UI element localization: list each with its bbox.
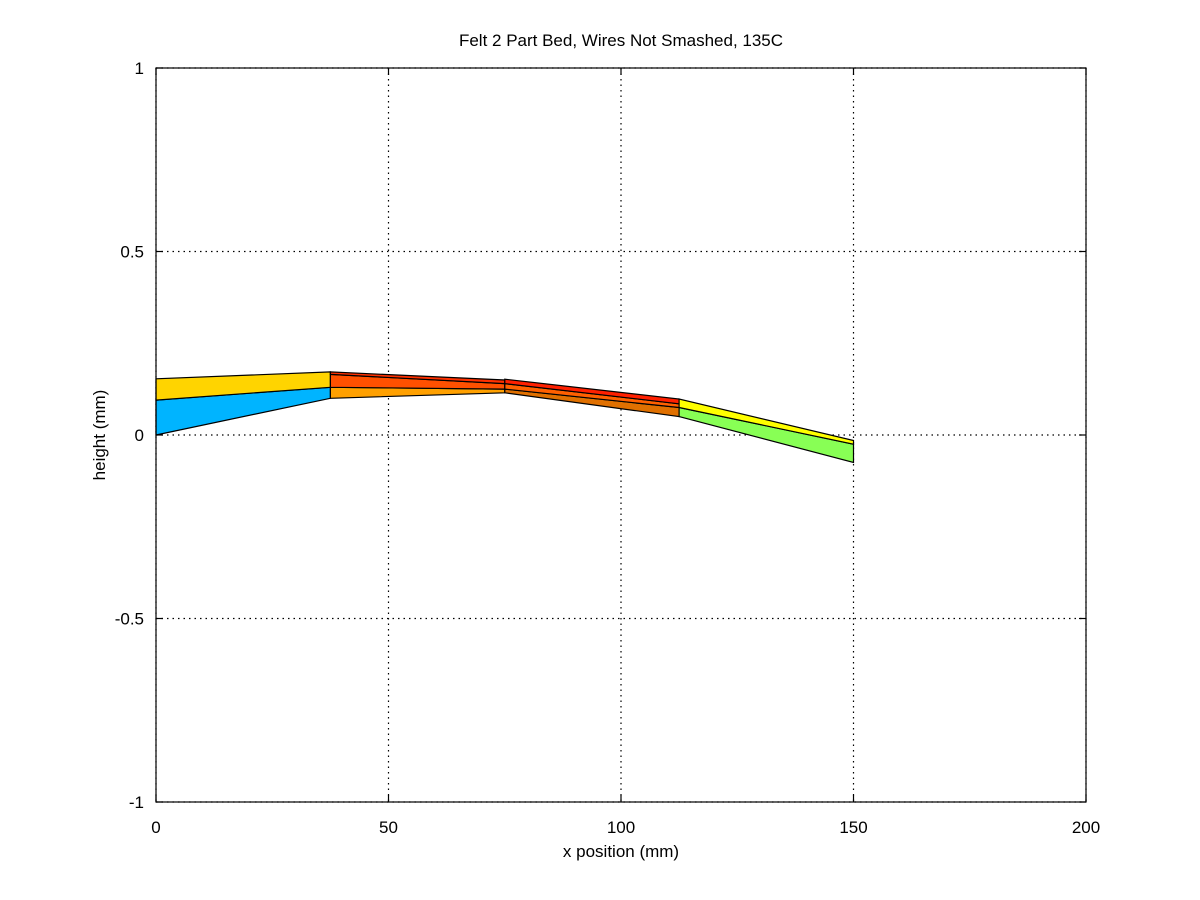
x-tick-label-4: 200 [1072, 818, 1100, 837]
y-tick-label-1: -0.5 [115, 610, 144, 629]
patch-9 [678, 398, 855, 445]
y-tick-labels: -1 -0.5 0 0.5 1 [115, 59, 144, 812]
grid-lines [155, 67, 1087, 803]
x-tick-label-2: 100 [607, 818, 635, 837]
y-tick-label-3: 0.5 [120, 243, 144, 262]
x-tick-labels: 0 50 100 150 200 [151, 818, 1100, 837]
axis-ticks [155, 67, 1087, 803]
x-axis-label: x position (mm) [563, 842, 679, 861]
chart-title: Felt 2 Part Bed, Wires Not Smashed, 135C [459, 31, 783, 50]
x-tick-label-0: 0 [151, 818, 160, 837]
plot-patches [155, 371, 855, 464]
y-tick-label-4: 1 [135, 59, 144, 78]
y-axis-label: height (mm) [90, 390, 109, 481]
y-tick-label-2: 0 [135, 426, 144, 445]
y-tick-label-0: -1 [129, 793, 144, 812]
x-tick-label-1: 50 [379, 818, 398, 837]
x-tick-label-3: 150 [839, 818, 867, 837]
